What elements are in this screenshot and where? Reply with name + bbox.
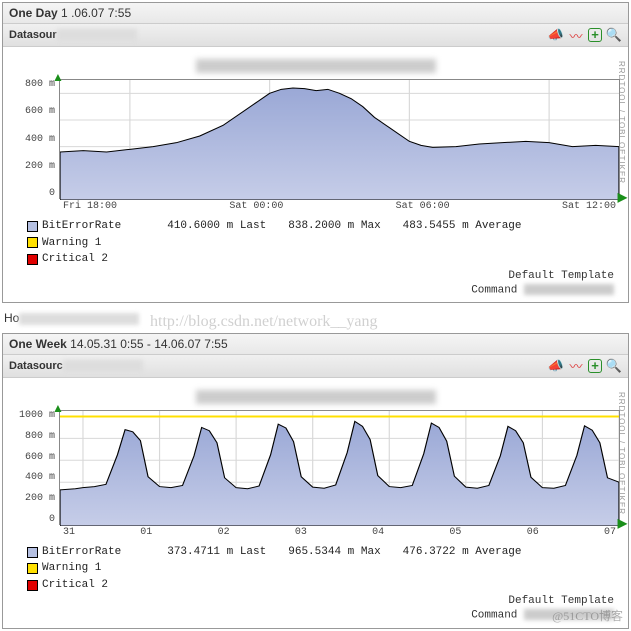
xtick-label: Sat 00:00 xyxy=(229,201,283,212)
mid-section: Ho http://blog.csdn.net/network__yang xyxy=(0,305,631,331)
ytick-label: 800 m xyxy=(25,431,55,442)
title-range: 14.05.31 0:55 - 14.06.07 7:55 xyxy=(70,337,227,351)
add-icon[interactable]: + xyxy=(588,28,602,42)
chart-area: RRDTOOL / TOBI OETIKER 800 m600 m400 m20… xyxy=(3,47,628,302)
xtick-label: Fri 18:00 xyxy=(63,201,117,212)
legend-max: 838.2000 m Max xyxy=(288,218,380,235)
title-suffix: .06.07 7:55 xyxy=(71,6,131,20)
ytick-label: 0 xyxy=(49,188,55,199)
redacted-text xyxy=(57,29,137,41)
xtick-label: 02 xyxy=(218,527,230,538)
datasource-label: Datasour xyxy=(9,29,57,41)
ytick-label: 400 m xyxy=(25,134,55,145)
legend-swatch-series xyxy=(27,221,38,232)
y-axis: 1000 m 800 m 600 m 400 m 200 m 0 xyxy=(11,410,59,525)
template-label: Default Template xyxy=(11,595,620,609)
datasource-bar: Datasourc 📣 〰 + 🔍 xyxy=(3,355,628,378)
ytick-label: 0 xyxy=(49,514,55,525)
graph-panel: One Day 1 .06.07 7:55 Datasour 📣 〰 + 🔍 R… xyxy=(2,2,629,303)
ytick-label: 600 m xyxy=(25,452,55,463)
xtick-label: 05 xyxy=(449,527,461,538)
legend-swatch-critical xyxy=(27,580,38,591)
wave-icon[interactable]: 〰 xyxy=(568,27,584,43)
legend-avg: 476.3722 m Average xyxy=(403,544,522,561)
redacted-text xyxy=(524,609,614,620)
axis-arrow-icon: ▲ xyxy=(52,401,64,415)
xtick-label: 01 xyxy=(140,527,152,538)
panel-title: One Week 14.05.31 0:55 - 14.06.07 7:55 xyxy=(3,334,628,355)
axis-arrow-icon: ▶ xyxy=(618,516,627,530)
legend-max: 965.5344 m Max xyxy=(288,544,380,561)
x-axis: Fri 18:00 Sat 00:00 Sat 06:00 Sat 12:00 xyxy=(59,199,620,212)
graph-panel: One Week 14.05.31 0:55 - 14.06.07 7:55 D… xyxy=(2,333,629,629)
search-icon[interactable]: 🔍 xyxy=(606,358,622,374)
plot-region: ▲ ▶ xyxy=(59,410,620,525)
ytick-label: 200 m xyxy=(25,161,55,172)
x-axis: 31 01 02 03 04 05 06 07 xyxy=(59,525,620,538)
xtick-label: Sat 12:00 xyxy=(562,201,616,212)
legend-last: 373.4711 m Last xyxy=(167,544,266,561)
xtick-label: 31 xyxy=(63,527,75,538)
y-axis: 800 m 600 m 400 m 200 m 0 xyxy=(11,79,59,199)
ytick-label: 600 m xyxy=(25,106,55,117)
alarm-icon[interactable]: 📣 xyxy=(548,358,564,374)
legend-swatch-series xyxy=(27,547,38,558)
ytick-label: 400 m xyxy=(25,472,55,483)
ytick-label: 1000 m xyxy=(19,410,55,421)
title-prefix: One Week xyxy=(9,337,67,351)
legend-avg: 483.5455 m Average xyxy=(403,218,522,235)
alarm-icon[interactable]: 📣 xyxy=(548,27,564,43)
legend-warning-label: Warning 1 xyxy=(42,235,101,252)
redacted-text xyxy=(63,360,143,372)
xtick-label: 03 xyxy=(295,527,307,538)
title-prefix: One Day xyxy=(9,6,58,20)
command-label: Command xyxy=(11,609,620,623)
legend-swatch-critical xyxy=(27,254,38,265)
legend: BitErrorRate 373.4711 m Last 965.5344 m … xyxy=(11,538,620,596)
redacted-chart-title xyxy=(196,390,436,404)
legend-swatch-warning xyxy=(27,237,38,248)
redacted-text xyxy=(19,313,139,325)
title-range: 1 xyxy=(61,6,68,20)
legend-last: 410.6000 m Last xyxy=(167,218,266,235)
command-label: Command xyxy=(11,284,620,298)
ytick-label: 200 m xyxy=(25,493,55,504)
legend-series-label: BitErrorRate xyxy=(42,544,121,561)
redacted-chart-title xyxy=(196,59,436,73)
datasource-bar: Datasour 📣 〰 + 🔍 xyxy=(3,24,628,47)
panel-title: One Day 1 .06.07 7:55 xyxy=(3,3,628,24)
xtick-label: 07 xyxy=(604,527,616,538)
legend-series-label: BitErrorRate xyxy=(42,218,121,235)
ytick-label: 800 m xyxy=(25,79,55,90)
mid-label: Ho xyxy=(4,311,19,325)
legend-swatch-warning xyxy=(27,563,38,574)
datasource-label: Datasourc xyxy=(9,360,63,372)
template-label: Default Template xyxy=(11,270,620,284)
legend-warning-label: Warning 1 xyxy=(42,560,101,577)
search-icon[interactable]: 🔍 xyxy=(606,27,622,43)
axis-arrow-icon: ▶ xyxy=(618,190,627,204)
legend: BitErrorRate 410.6000 m Last 838.2000 m … xyxy=(11,212,620,270)
legend-critical-label: Critical 2 xyxy=(42,251,108,268)
redacted-text xyxy=(524,284,614,295)
xtick-label: 04 xyxy=(372,527,384,538)
add-icon[interactable]: + xyxy=(588,359,602,373)
wave-icon[interactable]: 〰 xyxy=(568,358,584,374)
xtick-label: 06 xyxy=(527,527,539,538)
chart-area: RRDTOOL / TOBI OETIKER 1000 m800 m600 m4… xyxy=(3,378,628,628)
legend-critical-label: Critical 2 xyxy=(42,577,108,594)
plot-region: ▲ ▶ xyxy=(59,79,620,199)
watermark: http://blog.csdn.net/network__yang xyxy=(150,313,378,331)
xtick-label: Sat 06:00 xyxy=(396,201,450,212)
axis-arrow-icon: ▲ xyxy=(52,70,64,84)
